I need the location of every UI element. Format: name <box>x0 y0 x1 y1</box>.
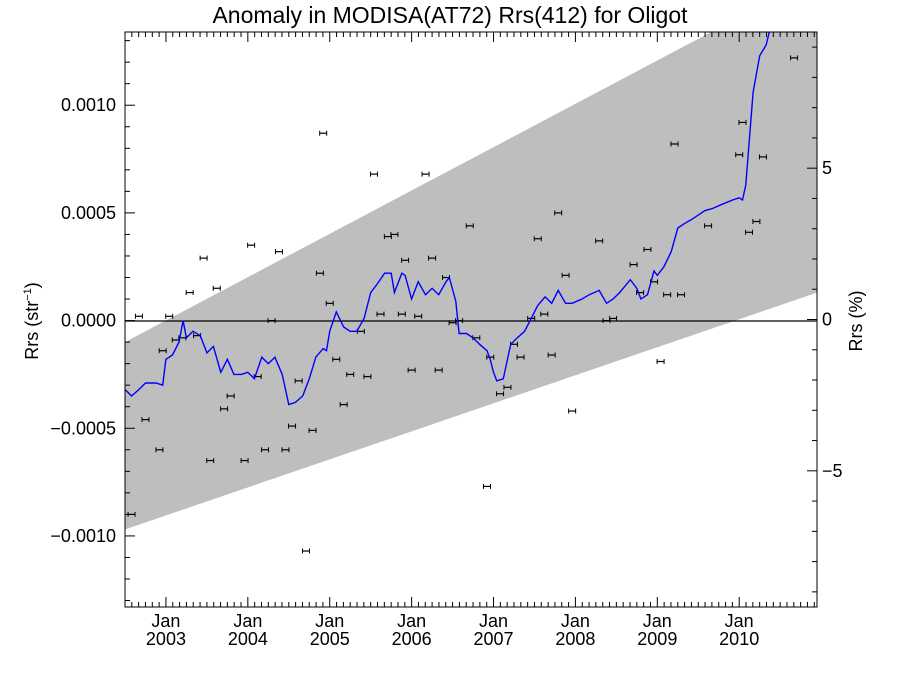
data-point <box>643 247 652 253</box>
data-point <box>677 292 686 298</box>
right-tick-label: −5 <box>822 461 843 481</box>
data-point <box>397 311 406 317</box>
data-point <box>561 272 570 278</box>
data-point <box>261 447 270 453</box>
data-point <box>165 313 174 319</box>
data-point <box>141 417 150 423</box>
data-point <box>294 378 303 384</box>
data-point <box>407 367 416 373</box>
x-tick-year: 2008 <box>555 629 595 649</box>
x-tick-month: Jan <box>151 611 180 631</box>
data-point <box>220 406 229 412</box>
x-tick-month: Jan <box>479 611 508 631</box>
x-tick-year: 2004 <box>228 629 268 649</box>
data-point <box>428 255 437 261</box>
left-tick-label: 0.0000 <box>61 311 116 331</box>
data-point <box>158 348 167 354</box>
data-point <box>704 223 713 229</box>
x-tick-month: Jan <box>315 611 344 631</box>
data-point <box>486 354 495 360</box>
data-point <box>790 55 799 61</box>
data-point <box>465 223 474 229</box>
right-tick-label: 0 <box>822 310 832 330</box>
data-point <box>315 270 324 276</box>
data-point <box>155 447 164 453</box>
data-point <box>496 391 505 397</box>
data-point <box>267 318 276 324</box>
left-tick-label: 0.0010 <box>61 95 116 115</box>
left-axis-label: Rrs (str−1) <box>22 282 42 360</box>
data-point <box>369 171 378 177</box>
data-point <box>421 171 430 177</box>
data-point <box>301 548 310 554</box>
data-point <box>319 130 328 136</box>
chart-title: Anomaly in MODISA(AT72) Rrs(412) for Oli… <box>212 2 688 28</box>
data-point <box>414 313 423 319</box>
data-point <box>568 408 577 414</box>
x-tick-year: 2006 <box>392 629 432 649</box>
data-point <box>346 371 355 377</box>
x-tick-month: Jan <box>643 611 672 631</box>
data-point <box>308 427 317 433</box>
data-point <box>547 352 556 358</box>
data-point <box>281 447 290 453</box>
x-tick-year: 2003 <box>146 629 186 649</box>
right-axis-label: Rrs (%) <box>846 291 866 352</box>
data-point <box>752 219 761 225</box>
confidence-band <box>125 32 817 530</box>
data-point <box>212 285 221 291</box>
data-point <box>199 255 208 261</box>
data-point <box>663 292 672 298</box>
data-point <box>434 367 443 373</box>
data-point <box>332 356 341 362</box>
x-tick-month: Jan <box>397 611 426 631</box>
data-point <box>554 210 563 216</box>
data-point <box>503 384 512 390</box>
data-point <box>609 315 618 321</box>
data-point <box>401 257 410 263</box>
data-point <box>455 318 464 324</box>
x-tick-year: 2009 <box>637 629 677 649</box>
data-point <box>339 402 348 408</box>
data-point <box>758 154 767 160</box>
data-point <box>206 458 215 464</box>
x-tick-month: Jan <box>725 611 754 631</box>
data-point <box>376 311 385 317</box>
left-tick-label: −0.0005 <box>50 418 116 438</box>
data-point <box>134 313 143 319</box>
x-tick-year: 2010 <box>719 629 759 649</box>
data-point <box>274 249 283 255</box>
left-tick-label: −0.0010 <box>50 526 116 546</box>
data-point <box>288 423 297 429</box>
data-point <box>325 300 334 306</box>
data-point <box>735 152 744 158</box>
data-point <box>185 290 194 296</box>
data-point <box>482 483 491 489</box>
x-tick-month: Jan <box>561 611 590 631</box>
left-axis-label-sup: −1 <box>22 288 34 301</box>
right-tick-label: 5 <box>822 158 832 178</box>
data-point <box>595 238 604 244</box>
data-point <box>670 141 679 147</box>
data-point <box>533 236 542 242</box>
data-point <box>516 354 525 360</box>
data-point <box>240 458 249 464</box>
x-tick-month: Jan <box>233 611 262 631</box>
data-point <box>540 311 549 317</box>
data-point <box>390 231 399 237</box>
data-point <box>629 262 638 268</box>
data-point <box>745 229 754 235</box>
x-tick-year: 2005 <box>310 629 350 649</box>
data-point <box>226 393 235 399</box>
left-tick-label: 0.0005 <box>61 203 116 223</box>
trend-line <box>125 32 770 406</box>
data-point <box>738 119 747 125</box>
x-tick-year: 2007 <box>473 629 513 649</box>
data-point <box>247 242 256 248</box>
data-point <box>656 358 665 364</box>
data-point <box>363 374 372 380</box>
